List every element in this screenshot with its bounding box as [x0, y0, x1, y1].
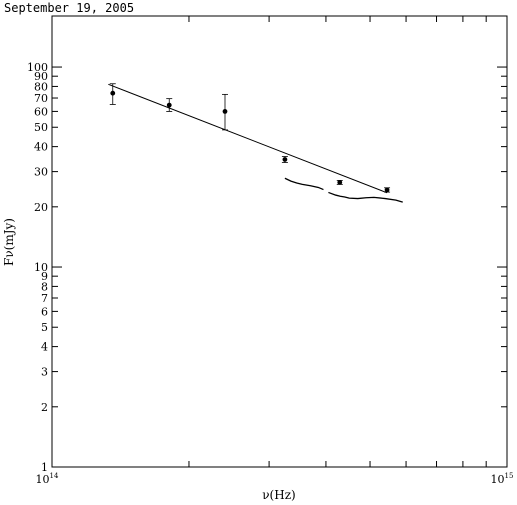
y-tick-label: 60: [34, 105, 48, 118]
y-tick-label: 3: [41, 366, 48, 379]
y-tick-label: 6: [41, 305, 48, 318]
y-tick-label: 80: [34, 80, 48, 93]
x-tick-exponent: 14: [50, 472, 59, 480]
y-axis-label: Fν(mJy): [2, 218, 16, 266]
power-law-fit-line: [108, 83, 388, 194]
y-tick-label: 40: [34, 141, 48, 154]
y-tick-label: 1: [41, 461, 48, 474]
x-tick-exponent: 15: [505, 472, 514, 480]
plot-data: [108, 83, 403, 203]
y-tick-label: 2: [41, 401, 48, 414]
y-tick-label: 30: [34, 166, 48, 179]
data-point: [337, 179, 343, 185]
spectrum-segment: [284, 177, 324, 191]
y-tick-label: 10: [34, 261, 48, 274]
y-tick-label: 8: [41, 280, 48, 293]
data-point: [384, 187, 390, 193]
y-tick-label: 70: [34, 92, 48, 105]
spectrum-segment: [328, 191, 403, 203]
y-tick-label: 5: [41, 321, 48, 334]
data-point: [166, 102, 172, 108]
x-tick-label: 1014: [36, 472, 59, 486]
y-tick-label: 100: [27, 61, 48, 74]
data-point: [222, 109, 228, 114]
plot-frame: [51, 15, 508, 468]
x-axis-label: ν(Hz): [262, 488, 295, 502]
y-tick-label: 50: [34, 121, 48, 134]
data-point: [110, 90, 116, 96]
data-point: [282, 157, 288, 162]
y-tick-label: 90: [34, 70, 48, 83]
y-axis-label-group: Fν(mJy): [2, 218, 16, 266]
y-tick-label: 4: [41, 341, 48, 354]
x-tick-label: 1015: [491, 472, 514, 486]
y-tick-label: 7: [41, 292, 48, 305]
y-tick-label: 9: [41, 270, 48, 283]
y-tick-label: 20: [34, 201, 48, 214]
chart-title: September 19, 2005: [4, 1, 134, 15]
